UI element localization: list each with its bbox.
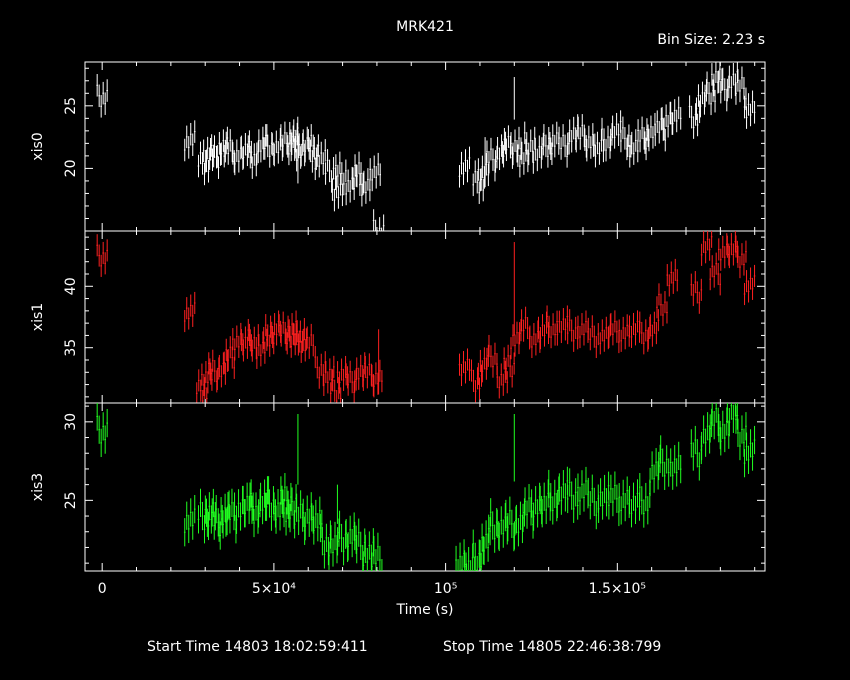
panels-group: 20 25 xis0 35 40 xis1 25 30 xis3 0 5×10⁴ 10⁵ 1.5×10⁵ <box>30 61 766 597</box>
y-axis-label-xis0: xis0 <box>30 132 46 160</box>
x-tick-label: 0 <box>98 581 107 597</box>
panel-frame <box>84 402 766 572</box>
y-tick-label: 30 <box>63 413 79 431</box>
panel-xis1: 35 40 xis1 <box>30 230 766 404</box>
x-axis-label: Time (s) <box>396 602 454 618</box>
x-tick-label: 1.5×10⁵ <box>589 581 646 597</box>
y-tick-label: 35 <box>63 339 79 357</box>
data-xis3 <box>96 403 756 571</box>
y-tick-label: 25 <box>63 97 79 115</box>
chart-title: MRK421 <box>396 19 454 35</box>
x-tick-label: 5×10⁴ <box>252 581 296 597</box>
y-tick-label: 25 <box>63 491 79 509</box>
y-tick-label: 20 <box>63 159 79 177</box>
start-time-label: Start Time 14803 18:02:59:411 <box>147 639 368 655</box>
data-xis1 <box>96 231 756 403</box>
bin-size-label: Bin Size: 2.23 s <box>657 32 765 48</box>
y-axis-label-xis1: xis1 <box>30 303 46 331</box>
stop-time-label: Stop Time 14805 22:46:38:799 <box>443 639 661 655</box>
y-tick-label: 40 <box>63 277 79 295</box>
panel-xis0: 20 25 xis0 <box>30 61 766 232</box>
panel-xis3: 25 30 xis3 <box>30 402 766 572</box>
x-tick-label: 10⁵ <box>434 581 457 597</box>
data-xis0 <box>96 62 756 231</box>
y-axis-label-xis3: xis3 <box>30 473 46 501</box>
